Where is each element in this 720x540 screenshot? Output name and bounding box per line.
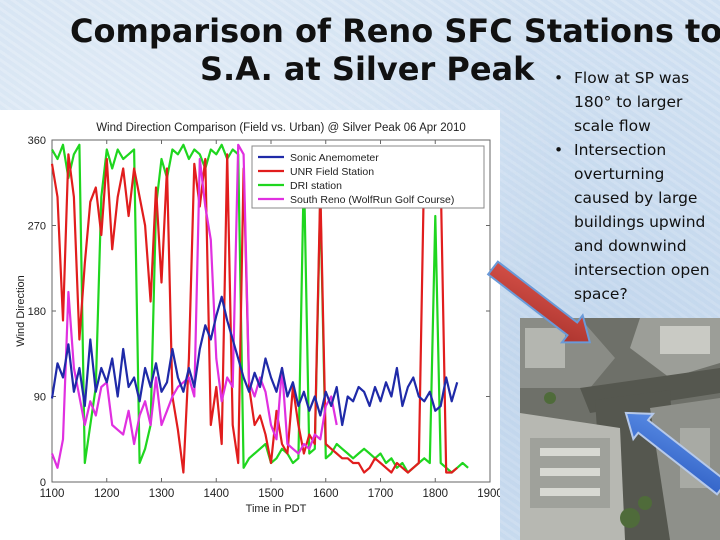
y-tick-label: 180	[28, 306, 46, 318]
x-tick-label: 1800	[422, 488, 448, 500]
blue-arrow-icon	[624, 411, 720, 496]
x-tick-label: 1400	[203, 488, 229, 500]
y-tick-label: 270	[28, 221, 46, 233]
x-tick-label: 1700	[368, 488, 394, 500]
bullet-dot-icon: •	[554, 141, 564, 159]
bullet-list: • Flow at SP was 180° to larger scale flo…	[548, 66, 718, 306]
bullet-text: Flow at SP was 180° to larger scale flow	[574, 69, 690, 135]
series-line-3	[51, 143, 469, 474]
legend-label: Sonic Anemometer	[290, 152, 379, 164]
legend-box	[251, 145, 485, 209]
chart-title: Wind Direction Comparison (Field vs. Urb…	[96, 122, 466, 134]
bullet-item: • Intersection overturning caused by larg…	[548, 138, 718, 306]
slide-title-line-2: S.A. at Silver Peak	[200, 50, 535, 88]
x-tick-label: 1300	[149, 488, 175, 500]
red-arrow-icon	[486, 260, 592, 344]
x-tick-label: 1500	[258, 488, 284, 500]
x-tick-label: 1600	[313, 488, 339, 500]
legend-label: UNR Field Station	[290, 166, 374, 178]
x-tick-label: 1100	[40, 488, 65, 500]
bullet-text: Intersection overturning caused by large…	[574, 141, 710, 303]
wind-direction-chart: Wind Direction Comparison (Field vs. Urb…	[0, 110, 500, 540]
series-line-1	[50, 295, 459, 427]
x-axis-label: Time in PDT	[246, 503, 307, 515]
aerial-photo-image	[520, 318, 720, 540]
legend-label: South Reno (WolfRun Golf Course)	[290, 194, 454, 206]
series-line-2	[50, 153, 458, 474]
series-line-4	[50, 143, 338, 469]
x-tick-label: 1900	[477, 488, 500, 500]
bullet-item: • Flow at SP was 180° to larger scale flo…	[548, 66, 718, 138]
y-axis-label: Wind Direction	[15, 275, 27, 347]
y-tick-label: 0	[40, 477, 46, 489]
slide-title-line-1: Comparison of Reno SFC Stations to	[70, 12, 720, 50]
legend-label: DRI station	[290, 180, 342, 192]
aerial-photo	[520, 318, 720, 540]
y-tick-label: 90	[34, 392, 46, 404]
x-tick-label: 1200	[94, 488, 120, 500]
y-tick-label: 360	[28, 135, 46, 147]
slide-title: Comparison of Reno SFC Stations to S.A. …	[0, 12, 720, 88]
bullet-dot-icon: •	[554, 69, 564, 87]
chart-svg: Wind Direction Comparison (Field vs. Urb…	[15, 122, 500, 515]
